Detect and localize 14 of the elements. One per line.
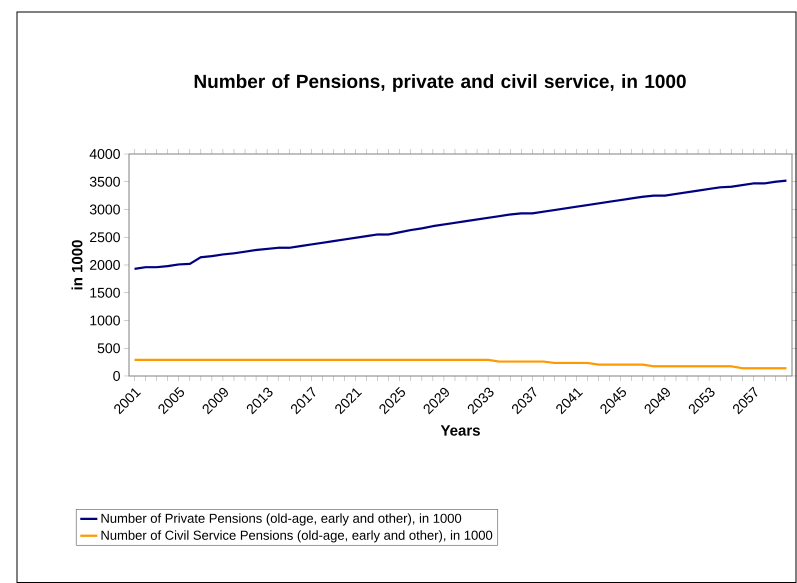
legend-label: Number of Private Pensions (old-age, early and other), in 1000 (102, 513, 462, 526)
y-axis-title: in 1000 (71, 240, 82, 290)
chart-title: Number of Pensions, private and civil service, in 1000 (194, 74, 686, 92)
y-tick-label: 3500 (90, 176, 120, 187)
x-axis-title: Years (440, 425, 480, 436)
y-tick-label: 1000 (90, 316, 120, 326)
y-tick-label: 1500 (90, 288, 120, 298)
y-tick-label: 2000 (90, 260, 120, 270)
y-tick-label: 2500 (90, 232, 120, 242)
legend-label: Number of Civil Service Pensions (old-age, early and other), in 1000 (102, 530, 492, 542)
y-tick-label: 4000 (90, 149, 120, 159)
y-tick-label: 3000 (90, 204, 120, 214)
y-tick-label: 0 (113, 371, 120, 381)
y-tick-label: 500 (98, 343, 120, 354)
